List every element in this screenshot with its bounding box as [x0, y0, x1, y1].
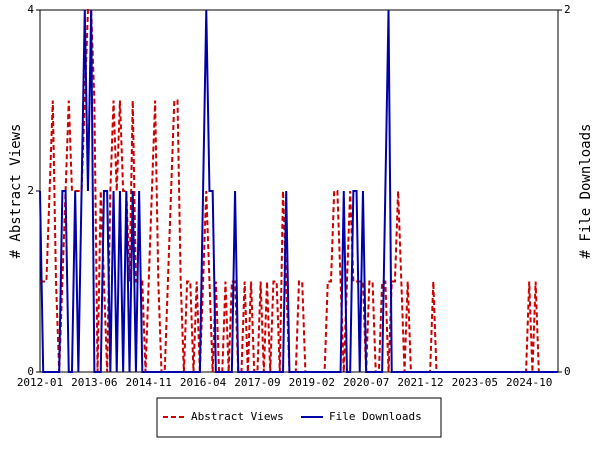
series-line — [39, 9, 558, 373]
x-tick-label: 2014-11 — [126, 376, 172, 389]
x-tick-label: 2021-12 — [397, 376, 443, 389]
y-tick-label: 4 — [27, 3, 34, 16]
y2-axis-title: # File Downloads — [578, 124, 594, 259]
x-tick-label: 2019-02 — [289, 376, 335, 389]
x-tick-label: 2012-01 — [17, 376, 63, 389]
y-tick-label: 0 — [27, 365, 34, 378]
x-tick-label: 2013-06 — [71, 376, 117, 389]
x-tick-label: 2020-07 — [343, 376, 389, 389]
x-tick-label: 2017-09 — [234, 376, 280, 389]
x-tick-label: 2016-04 — [180, 376, 227, 389]
legend-label: Abstract Views — [191, 410, 284, 423]
y2-tick-label: 2 — [564, 3, 571, 16]
y-axis-title: # Abstract Views — [8, 124, 24, 259]
x-tick-label: 2024-10 — [506, 376, 552, 389]
legend — [156, 397, 442, 438]
y-tick-label: 2 — [27, 184, 34, 197]
y2-tick-label: 0 — [564, 365, 571, 378]
legend-label: File Downloads — [329, 410, 422, 423]
x-tick-label: 2023-05 — [452, 376, 498, 389]
